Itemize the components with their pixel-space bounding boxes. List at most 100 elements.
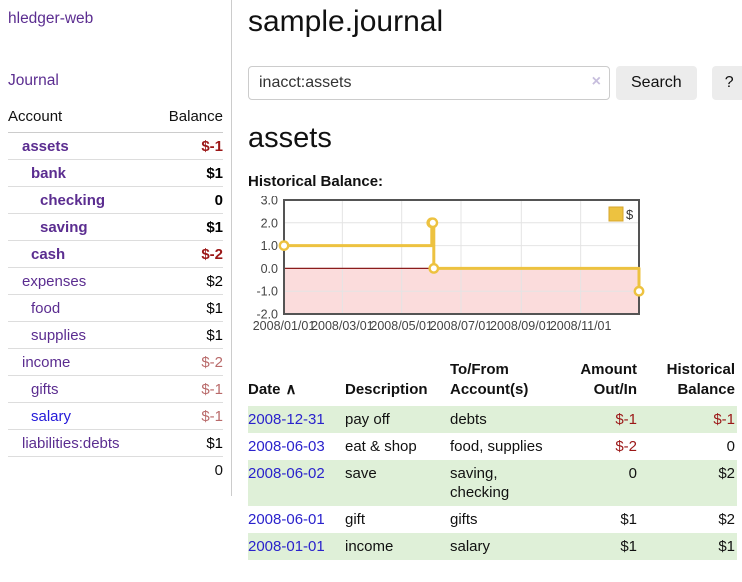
historical-balance-chart[interactable]: 3.0 2.0 1.0 0.0 -1.0 -2.0 2008/01/01 2008/03/01… [248, 196, 742, 342]
account-balance: $-2 [201, 353, 223, 371]
account-link[interactable]: assets [22, 137, 69, 155]
sidebar: hledger-web Journal Account Balance asse… [0, 0, 232, 496]
transaction-amount: $1 [620, 538, 637, 555]
transaction-date-link[interactable]: 2008-06-01 [248, 511, 325, 528]
accounts-table: Account Balance assets $-1 bank $1 checking 0… [8, 103, 223, 484]
account-row: salary $-1 [8, 403, 223, 430]
sidebar-item-journal[interactable]: Journal [8, 72, 59, 89]
account-row: expenses $2 [8, 268, 223, 295]
transaction-date-link[interactable]: 2008-01-01 [248, 538, 325, 555]
transaction-row: 2008-06-01 gift gifts $1 $2 [248, 506, 737, 533]
search-bar: × Search ? [248, 66, 742, 100]
account-link[interactable]: saving [40, 218, 88, 236]
svg-text:2008/09/01: 2008/09/01 [490, 319, 553, 333]
account-link[interactable]: salary [31, 407, 72, 425]
account-balance: $-1 [201, 380, 223, 398]
transaction-row: 2008-12-31 pay off debts $-1 $-1 [248, 406, 737, 433]
transaction-balance: $2 [718, 511, 735, 528]
account-balance: $-1 [201, 407, 223, 425]
account-link[interactable]: income [22, 353, 71, 371]
transaction-accounts: gifts [450, 511, 478, 528]
account-link[interactable]: supplies [31, 326, 87, 344]
transaction-date-link[interactable]: 2008-12-31 [248, 411, 325, 428]
svg-text:2008/07/01: 2008/07/01 [430, 319, 493, 333]
transaction-amount: $-1 [615, 411, 637, 428]
svg-text:1.0: 1.0 [261, 239, 278, 253]
transaction-description: pay off [345, 411, 390, 428]
transaction-balance: $2 [718, 465, 735, 482]
chart-title: Historical Balance: [248, 173, 384, 190]
account-balance: $1 [206, 299, 223, 317]
accounts-total-row: 0 [8, 456, 223, 484]
transaction-description: gift [345, 511, 366, 528]
account-link[interactable]: gifts [31, 380, 59, 398]
help-button[interactable]: ? [711, 66, 742, 100]
svg-text:2008/05/01: 2008/05/01 [370, 319, 433, 333]
transaction-date: 2008-06-03 [248, 433, 345, 460]
account-heading: assets [248, 122, 332, 154]
transaction-balance: $-1 [713, 411, 735, 428]
transaction-balance: 0 [726, 438, 735, 455]
account-row: assets $-1 [8, 133, 223, 160]
transaction-accounts: food, supplies [450, 438, 543, 455]
column-header-acct: To/From Account(s) [450, 361, 529, 398]
svg-text:$: $ [626, 207, 634, 222]
account-row: bank $1 [8, 160, 223, 187]
account-row: checking 0 [8, 187, 223, 214]
transaction-description: save [345, 465, 377, 482]
transaction-row: 2008-01-01 income salary $1 $1 [248, 533, 737, 560]
column-header-bal: Historical Balance [666, 361, 735, 398]
transaction-date: 2008-06-01 [248, 506, 345, 533]
account-row: saving $1 [8, 214, 223, 241]
transaction-date-link[interactable]: 2008-06-03 [248, 438, 325, 455]
transaction-amount: 0 [628, 465, 637, 482]
svg-text:3.0: 3.0 [261, 196, 278, 208]
account-balance: $1 [206, 218, 223, 236]
account-link[interactable]: bank [31, 164, 67, 182]
account-row: liabilities:debts $1 [8, 430, 223, 457]
svg-text:2.0: 2.0 [261, 216, 278, 230]
account-link[interactable]: expenses [22, 272, 87, 290]
transaction-row: 2008-06-02 save saving, checking 0 $2 [248, 460, 737, 506]
transaction-amount: $1 [620, 511, 637, 528]
svg-text:2008/01/01: 2008/01/01 [253, 319, 316, 333]
account-balance: $1 [206, 164, 223, 182]
accounts-header-balance: Balance [168, 108, 223, 125]
transaction-description: eat & shop [345, 438, 417, 455]
svg-text:0.0: 0.0 [261, 262, 278, 276]
account-row: gifts $-1 [8, 376, 223, 403]
transaction-date-link[interactable]: 2008-06-02 [248, 465, 325, 482]
account-balance: $2 [206, 272, 223, 290]
register-table: Date ∧ Description To/From Account(s) Amount… [248, 358, 737, 560]
transaction-accounts: salary [450, 538, 491, 555]
app-title-link[interactable]: hledger-web [8, 10, 94, 27]
transaction-date: 2008-01-01 [248, 533, 345, 560]
svg-text:-1.0: -1.0 [256, 285, 278, 299]
search-button[interactable]: Search [616, 66, 697, 100]
column-header-date[interactable]: Date ∧ [248, 381, 297, 398]
transaction-date: 2008-12-31 [248, 406, 345, 433]
transaction-balance: $1 [718, 538, 735, 555]
account-row: supplies $1 [8, 322, 223, 349]
account-link[interactable]: liabilities:debts [22, 434, 120, 452]
transaction-date: 2008-06-02 [248, 460, 345, 506]
account-link[interactable]: cash [31, 245, 66, 263]
main-content: sample.journal × Search ? assets Histori… [232, 0, 742, 560]
clear-search-icon[interactable]: × [591, 73, 601, 90]
search-input[interactable] [248, 66, 610, 100]
account-link[interactable]: checking [40, 191, 106, 209]
page-title: sample.journal [248, 5, 444, 38]
column-header-desc: Description [345, 381, 428, 398]
transaction-amount: $-2 [615, 438, 637, 455]
account-balance: $1 [206, 326, 223, 344]
transaction-description: income [345, 538, 394, 555]
transaction-accounts: saving, checking [450, 465, 510, 501]
transaction-accounts: debts [450, 411, 487, 428]
svg-text:2008/11/01: 2008/11/01 [550, 319, 612, 333]
account-balance: $1 [206, 434, 223, 452]
account-balance: $-2 [201, 245, 223, 263]
accounts-header-account: Account [8, 108, 63, 125]
account-balance: $-1 [201, 137, 223, 155]
app-window: hledger-web Journal Account Balance asse… [0, 0, 742, 560]
account-link[interactable]: food [31, 299, 61, 317]
